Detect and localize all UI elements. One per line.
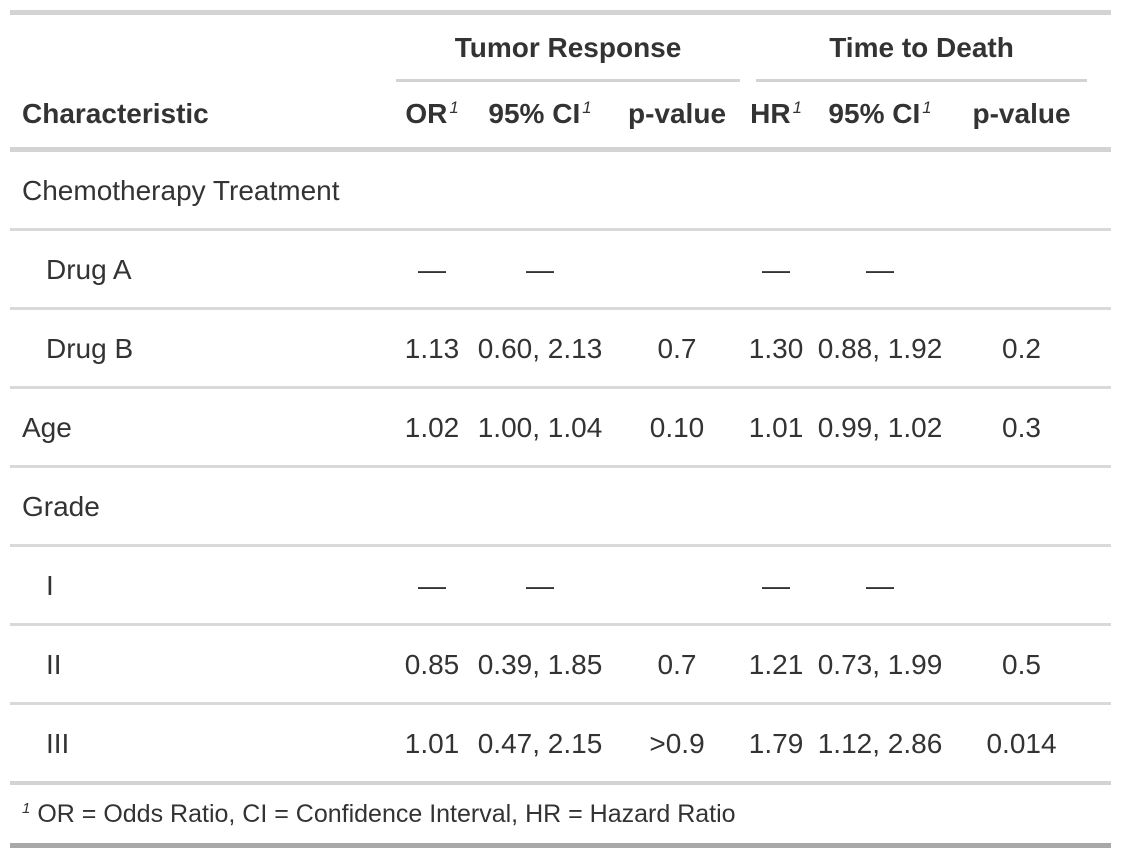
cell-value: 1.30 [742, 307, 811, 388]
cell-value: — [468, 544, 612, 625]
row-label: II [10, 623, 396, 704]
cell-value [810, 150, 950, 230]
col-header-label: HR [750, 98, 791, 129]
row-label: Drug B [10, 307, 396, 388]
cell-value [468, 465, 612, 546]
table-row: II 0.85 0.39, 1.85 0.7 1.21 0.73, 1.99 0.5 [10, 623, 1112, 704]
table-row: Age 1.02 1.00, 1.04 0.10 1.01 0.99, 1.02 0.3 [10, 386, 1112, 467]
cell-value: 1.02 [396, 386, 468, 467]
footnote-mark-icon: 1 [922, 97, 932, 117]
table-row: III 1.01 0.47, 2.15 >0.9 1.79 1.12, 2.86 0.014 [10, 702, 1112, 783]
col-header-ci-tumor: 95% CI 1 [468, 82, 612, 152]
cell-value: 1.79 [742, 702, 811, 783]
cell-value: 0.5 [950, 623, 1112, 704]
cell-value: 0.10 [612, 386, 743, 467]
table-row: Drug A — — — — [10, 228, 1112, 309]
row-label: Chemotherapy Treatment [22, 175, 340, 206]
cell-value: — [810, 544, 951, 625]
row-label: Drug A [10, 228, 396, 309]
col-header-characteristic: Characteristic [10, 82, 396, 152]
spanner-row: Tumor Response Time to Death [10, 13, 1111, 83]
cell-value [950, 544, 1112, 625]
cell-value: 1.00, 1.04 [468, 386, 612, 467]
cell-value: 0.2 [950, 307, 1112, 388]
cell-value: — [742, 228, 811, 309]
spanner-tumor-response: Tumor Response [396, 13, 742, 82]
cell-value [396, 465, 468, 546]
summary-table: Tumor Response Time to Death Characteris… [10, 10, 1112, 848]
col-header-pvalue-tumor: p-value [612, 82, 743, 152]
col-header-hr: HR 1 [742, 82, 811, 152]
footnote-mark-icon: 1 [22, 799, 31, 817]
cell-value [612, 544, 743, 625]
table-row: Drug B 1.13 0.60, 2.13 0.7 1.30 0.88, 1.92 0.2 [10, 307, 1112, 388]
cell-value: 0.85 [396, 623, 468, 704]
footnote-text: OR = Odds Ratio, CI = Confidence Interva… [37, 800, 736, 828]
col-header-label: p-value [972, 98, 1071, 129]
cell-value [950, 465, 1112, 546]
table-header: Tumor Response Time to Death Characteris… [10, 13, 1112, 152]
spanner-time-to-death: Time to Death [742, 13, 1111, 82]
col-header-label: 95% CI [488, 98, 581, 129]
footnote-mark-icon: 1 [792, 97, 802, 117]
spanner-label: Time to Death [829, 32, 1014, 63]
cell-value: — [396, 228, 468, 309]
cell-value [612, 228, 743, 309]
table-body: Chemotherapy Treatment Drug A — — — — Drug B 1.… [10, 150, 1112, 783]
cell-value [612, 150, 742, 230]
footnote-mark-icon: 1 [449, 97, 459, 117]
cell-value [612, 465, 743, 546]
cell-value [950, 150, 1111, 230]
cell-value: 0.73, 1.99 [810, 623, 951, 704]
cell-value: 0.47, 2.15 [468, 702, 612, 783]
cell-value: 0.3 [950, 386, 1112, 467]
table-row: I — — — — [10, 544, 1112, 625]
spanner-spacer [10, 13, 396, 83]
col-header-label: Characteristic [22, 98, 209, 129]
row-label: Age [10, 386, 396, 467]
cell-value: 0.88, 1.92 [810, 307, 951, 388]
cell-value: — [810, 228, 951, 309]
cell-value [742, 465, 811, 546]
column-header-row: Characteristic OR 1 95% CI 1 p-value HR 1 9… [10, 82, 1112, 152]
cell-value: 1.01 [396, 702, 468, 783]
cell-value: 0.014 [950, 702, 1112, 783]
cell-value: 0.60, 2.13 [468, 307, 612, 388]
cell-value: 1.12, 2.86 [810, 702, 951, 783]
cell-value: 1.21 [742, 623, 811, 704]
col-header-ci-death: 95% CI 1 [810, 82, 951, 152]
footnote-mark-icon: 1 [582, 97, 592, 117]
cell-value [950, 228, 1112, 309]
col-header-label: p-value [627, 98, 727, 129]
cell-value: — [468, 228, 612, 309]
cell-value: — [396, 544, 468, 625]
cell-value [810, 465, 951, 546]
col-header-label: 95% CI [828, 98, 921, 129]
col-header-pvalue-death: p-value [950, 82, 1112, 152]
table-footer: 1 OR = Odds Ratio, CI = Confidence Interv… [10, 781, 1112, 846]
cell-value [396, 150, 468, 230]
cell-value: 0.39, 1.85 [468, 623, 612, 704]
col-header-or: OR 1 [396, 82, 468, 152]
cell-value: — [742, 544, 811, 625]
footnote-row: 1 OR = Odds Ratio, CI = Confidence Interv… [10, 781, 1112, 846]
cell-value: 1.01 [742, 386, 811, 467]
row-label: I [10, 544, 396, 625]
cell-value: 0.7 [612, 623, 743, 704]
cell-value [468, 150, 612, 230]
row-label: III [10, 702, 396, 783]
table-row: Grade [10, 465, 1112, 546]
cell-value: 1.13 [396, 307, 468, 388]
footnote: 1 OR = Odds Ratio, CI = Confidence Interv… [10, 781, 1112, 846]
cell-value: 0.99, 1.02 [810, 386, 951, 467]
spanner-label: Tumor Response [454, 32, 682, 63]
col-header-label: OR [405, 98, 448, 129]
table-row: Chemotherapy Treatment [10, 150, 1111, 230]
row-label: Grade [10, 465, 396, 546]
cell-value: 0.7 [612, 307, 743, 388]
cell-value [742, 150, 810, 230]
cell-value: >0.9 [612, 702, 743, 783]
